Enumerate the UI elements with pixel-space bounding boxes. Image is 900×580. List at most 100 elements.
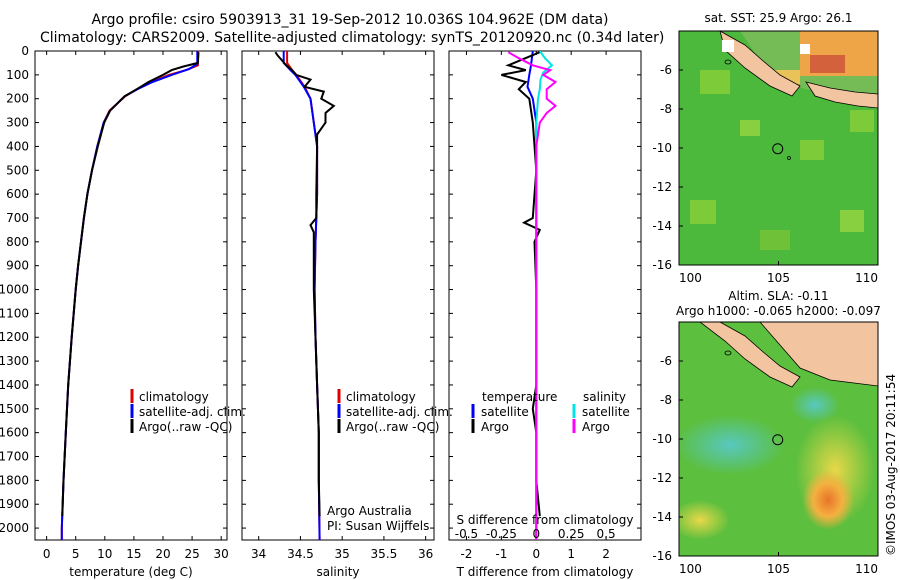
y-tick-label: 1900 xyxy=(0,497,29,511)
y-tick-label: -6 xyxy=(660,354,672,368)
x-tick-label: 100 xyxy=(679,271,702,285)
difference-profile-plot: -2 -1 0 1 2 T difference from climatology temp… xyxy=(449,50,641,579)
x-tick-label: 36 xyxy=(418,547,433,561)
y-tick-label: 1300 xyxy=(0,354,29,368)
series-line xyxy=(60,51,199,540)
legend-label: satellite-adj. clim. xyxy=(139,405,246,419)
series-group xyxy=(60,51,200,540)
y-tick-label: 1200 xyxy=(0,330,29,344)
secondary-axis-label: S difference from climatology xyxy=(457,513,634,527)
secondary-tick-label: 0 xyxy=(532,527,540,541)
y-tick-label: 1700 xyxy=(0,450,29,464)
y-tick-label: -8 xyxy=(660,393,672,407)
argo-position-marker xyxy=(772,143,784,155)
x-tick-label: 34.5 xyxy=(287,547,314,561)
map-subtitle: Argo h1000: -0.065 h2000: -0.097 xyxy=(676,304,881,318)
x-tick-label: -1 xyxy=(495,547,507,561)
x-tick-label: 0 xyxy=(532,547,540,561)
y-tick-label: 1100 xyxy=(0,306,29,320)
series-group xyxy=(501,51,558,540)
y-tick-label: 1500 xyxy=(0,402,29,416)
borneo-java-land xyxy=(759,322,878,387)
y-tick-label: 200 xyxy=(6,92,29,106)
y-tick-label: 1400 xyxy=(0,378,29,392)
legend-label: satellite-adj. clim. xyxy=(346,405,453,419)
sst-map-patch xyxy=(690,200,716,224)
legend-label: Argo xyxy=(582,420,610,434)
x-tick-label: 100 xyxy=(679,562,702,576)
x-tick-label: 35.5 xyxy=(371,547,398,561)
sst-map-hot-region xyxy=(810,55,845,73)
x-axis-label: temperature (deg C) xyxy=(69,565,192,579)
series-line xyxy=(507,51,558,540)
legend-label: climatology xyxy=(346,390,416,404)
series-group xyxy=(274,51,336,540)
x-tick-label: 1 xyxy=(567,547,575,561)
island-outline xyxy=(787,156,791,160)
sst-map xyxy=(678,30,879,266)
sst-map-patch xyxy=(800,140,824,160)
y-tick-label: -6 xyxy=(660,63,672,77)
temperature-profile-plot: 0100200300400500600700800900100011001200… xyxy=(0,44,246,579)
y-tick-label: -14 xyxy=(652,219,672,233)
y-tick-label: -12 xyxy=(652,471,672,485)
y-tick-label: -16 xyxy=(652,258,672,272)
x-tick-label: 34 xyxy=(251,547,266,561)
annotation-text: Argo Australia xyxy=(327,504,412,518)
y-tick-label: 1800 xyxy=(0,473,29,487)
y-tick-label: -12 xyxy=(652,180,672,194)
sst-map-missing-data xyxy=(800,44,810,54)
series-line xyxy=(526,51,538,540)
sst-map-land-shade xyxy=(679,31,878,97)
imos-timestamp: ©IMOS 03-Aug-2017 20:11:54 xyxy=(884,373,898,556)
legend-label: Argo(..raw -QC) xyxy=(139,420,232,434)
x-tick-label: 15 xyxy=(126,547,141,561)
secondary-tick-label: -0.5 xyxy=(455,527,478,541)
legend-label: satellite xyxy=(582,405,630,419)
y-tick-label: 700 xyxy=(6,211,29,225)
argo-position-marker xyxy=(772,434,784,446)
legend-header-temperature: temperature xyxy=(482,390,557,404)
y-tick-label: -14 xyxy=(652,510,672,524)
x-tick-label: 105 xyxy=(767,271,790,285)
salinity-profile-plot: 34 34.5 35 35.5 36 salinity climatologysatelli… xyxy=(242,50,453,579)
sla-map-peak-anomaly xyxy=(802,470,854,530)
y-tick-label: -8 xyxy=(660,102,672,116)
sst-map-patch xyxy=(840,210,864,232)
x-tick-label: 25 xyxy=(184,547,199,561)
x-tick-label: 110 xyxy=(855,562,878,576)
x-axis-label: salinity xyxy=(316,565,359,579)
y-tick-label: 1600 xyxy=(0,426,29,440)
sst-map-axes: sat. SST: 25.9 Argo: 26.1 100 105 110 -6 -8 -1… xyxy=(652,11,879,285)
x-tick-label: 20 xyxy=(155,547,170,561)
x-tick-label: 2 xyxy=(602,547,610,561)
sst-map-missing-data xyxy=(722,40,734,52)
map-title: Altim. SLA: -0.11 xyxy=(728,289,828,303)
y-tick-label: -16 xyxy=(652,549,672,563)
legend-label: Argo xyxy=(481,420,509,434)
annotation-text: PI: Susan Wijffels xyxy=(327,519,429,533)
y-tick-label: -10 xyxy=(652,141,672,155)
series-line xyxy=(501,51,542,517)
secondary-tick-label: 0.5 xyxy=(597,527,616,541)
sla-map-low-anomaly xyxy=(790,387,840,423)
x-tick-label: 10 xyxy=(97,547,112,561)
figure-title-line1: Argo profile: csiro 5903913_31 19-Sep-20… xyxy=(91,12,609,28)
sla-map-low-anomaly xyxy=(679,415,785,475)
y-tick-label: 2000 xyxy=(0,521,29,535)
difference-panel-frame xyxy=(448,50,642,541)
sst-map-patch xyxy=(700,70,730,94)
x-tick-label: 35 xyxy=(335,547,350,561)
island-outline xyxy=(724,350,732,356)
series-line xyxy=(274,51,336,517)
salinity-panel-frame xyxy=(241,50,435,541)
x-tick-label: 5 xyxy=(72,547,80,561)
sst-map-patch xyxy=(740,120,760,136)
legend-label: satellite xyxy=(481,405,529,419)
legend-label: Argo(..raw -QC) xyxy=(346,420,439,434)
series-line xyxy=(60,51,199,540)
y-tick-label: 400 xyxy=(6,139,29,153)
y-tick-label: 500 xyxy=(6,163,29,177)
